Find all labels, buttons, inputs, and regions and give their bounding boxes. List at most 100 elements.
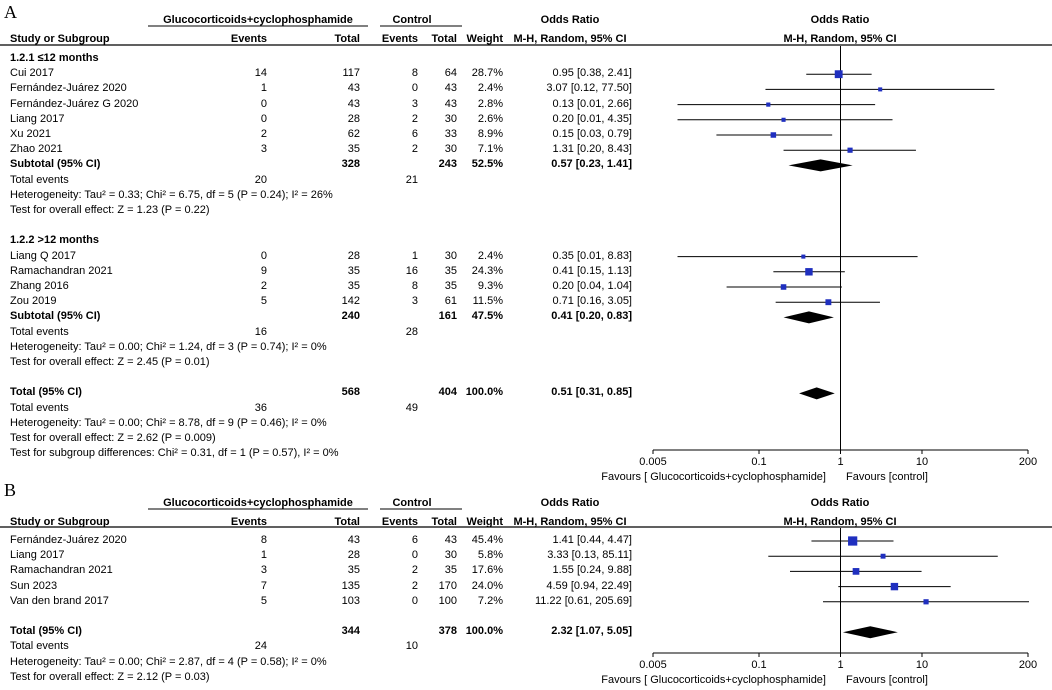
odds-ratio-ci: 0.20 [0.01, 4.35] [552,112,632,125]
x-tick-label: 0.1 [751,456,767,468]
effect-square [770,132,777,138]
events-exp: 1 [260,549,267,562]
events-exp: 9 [260,264,267,277]
statistics-note: Test for subgroup differences: Chi² = 0.… [10,447,339,460]
total-exp: 568 [341,386,360,399]
total-events-label: Total events [10,640,69,653]
total-exp: 35 [347,564,360,577]
total-ctl: 30 [444,112,457,125]
x-tick-label: 1 [837,659,844,671]
events-exp: 8 [260,534,267,546]
effect-square [805,268,813,276]
events-ctl: 2 [411,564,418,577]
total-exp: 43 [347,97,360,110]
header-weight: Weight [466,516,503,528]
effect-square [825,299,832,306]
header-odds-ratio-plot: Odds Ratio [810,14,870,26]
total-ctl: 61 [444,295,457,308]
header-total-exp: Total [334,33,360,45]
header-ci-text: M-H, Random, 95% CI [513,33,627,45]
total-events-label: Total events [10,325,69,338]
total-exp: 28 [347,112,360,125]
odds-ratio-ci: 11.22 [0.61, 205.69] [534,594,632,607]
total-events-exp: 16 [254,325,267,338]
total-ctl: 170 [438,579,457,592]
total-events-ctl: 10 [405,640,418,653]
header-total-exp: Total [334,516,360,528]
odds-ratio-ci: 0.35 [0.01, 8.83] [552,249,632,262]
events-exp: 3 [260,564,267,577]
study-name: Xu 2021 [10,128,51,140]
total-exp: 35 [347,280,360,292]
effect-square [766,102,771,107]
subgroup-heading: 1.2.2 >12 months [10,234,99,247]
study-name: Liang 2017 [10,112,65,125]
total-exp: 103 [341,594,360,607]
total-exp: 142 [341,295,360,308]
total-events-ctl: 28 [405,325,418,338]
pooled-diamond [799,387,835,400]
odds-ratio-ci: 0.20 [0.04, 1.04] [552,280,632,292]
study-name: Zhang 2016 [10,280,69,292]
total-exp: 62 [347,128,360,140]
weight-value: 100.0% [465,625,503,638]
header-experimental-group: Glucocorticoids+cyclophosphamide [163,497,353,509]
total-ctl: 35 [444,264,457,277]
header-events-ctl: Events [381,33,418,45]
weight-value: 8.9% [477,128,503,140]
events-ctl: 3 [411,295,418,308]
effect-square [834,70,843,79]
total-exp: 35 [347,264,360,277]
events-exp: 2 [260,128,267,140]
weight-value: 45.4% [471,534,503,546]
x-tick-label: 200 [1018,456,1038,468]
total-ctl: 243 [438,158,457,171]
subgroup-heading: 1.2.1 ≤12 months [10,52,99,64]
header-control-group: Control [392,497,432,509]
effect-square [801,254,806,259]
weight-value: 7.1% [477,143,503,156]
weight-value: 52.5% [471,158,503,171]
x-tick-label: 1 [837,456,844,468]
effect-square [923,599,929,605]
header-odds-ratio-text: Odds Ratio [540,14,600,26]
x-tick-label: 0.005 [639,659,667,671]
events-ctl: 8 [411,280,418,292]
statistics-note: Test for overall effect: Z = 2.45 (P = 0… [10,356,210,368]
header-study: Study or Subgroup [10,33,110,45]
study-name: Ramachandran 2021 [10,264,113,277]
total-events-label: Total events [10,401,69,414]
events-exp: 0 [260,249,267,262]
weight-value: 2.4% [477,249,503,262]
odds-ratio-ci: 1.41 [0.44, 4.47] [552,534,632,546]
x-tick-label: 10 [915,456,929,468]
odds-ratio-ci: 0.15 [0.03, 0.79] [552,128,632,140]
study-name: Fernández-Juárez G 2020 [10,97,139,110]
effect-square [780,284,787,290]
total-exp: 43 [347,82,360,95]
total-ctl: 30 [444,549,457,562]
x-tick-label: 200 [1018,659,1038,671]
total-exp: 35 [347,143,360,156]
weight-value: 5.8% [477,549,503,562]
events-ctl: 2 [411,579,418,592]
header-total-ctl: Total [431,33,457,45]
header-ci-text: M-H, Random, 95% CI [513,516,627,528]
events-ctl: 0 [411,549,418,562]
events-exp: 14 [254,67,267,80]
events-ctl: 6 [411,128,418,140]
weight-value: 9.3% [477,280,503,292]
header-events-exp: Events [230,33,267,45]
total-events-ctl: 21 [405,173,418,186]
statistics-note: Heterogeneity: Tau² = 0.00; Chi² = 2.87,… [10,655,327,668]
total-ctl: 35 [444,280,457,292]
weight-value: 2.6% [477,112,503,125]
odds-ratio-ci: 0.41 [0.20, 0.83] [551,310,632,323]
header-odds-ratio-plot: Odds Ratio [810,497,870,509]
favours-control: Favours [control] [846,674,928,686]
events-exp: 5 [260,295,267,308]
total-events-exp: 24 [254,640,267,653]
header-events-ctl: Events [381,516,418,528]
odds-ratio-ci: 2.32 [1.07, 5.05] [551,625,632,638]
